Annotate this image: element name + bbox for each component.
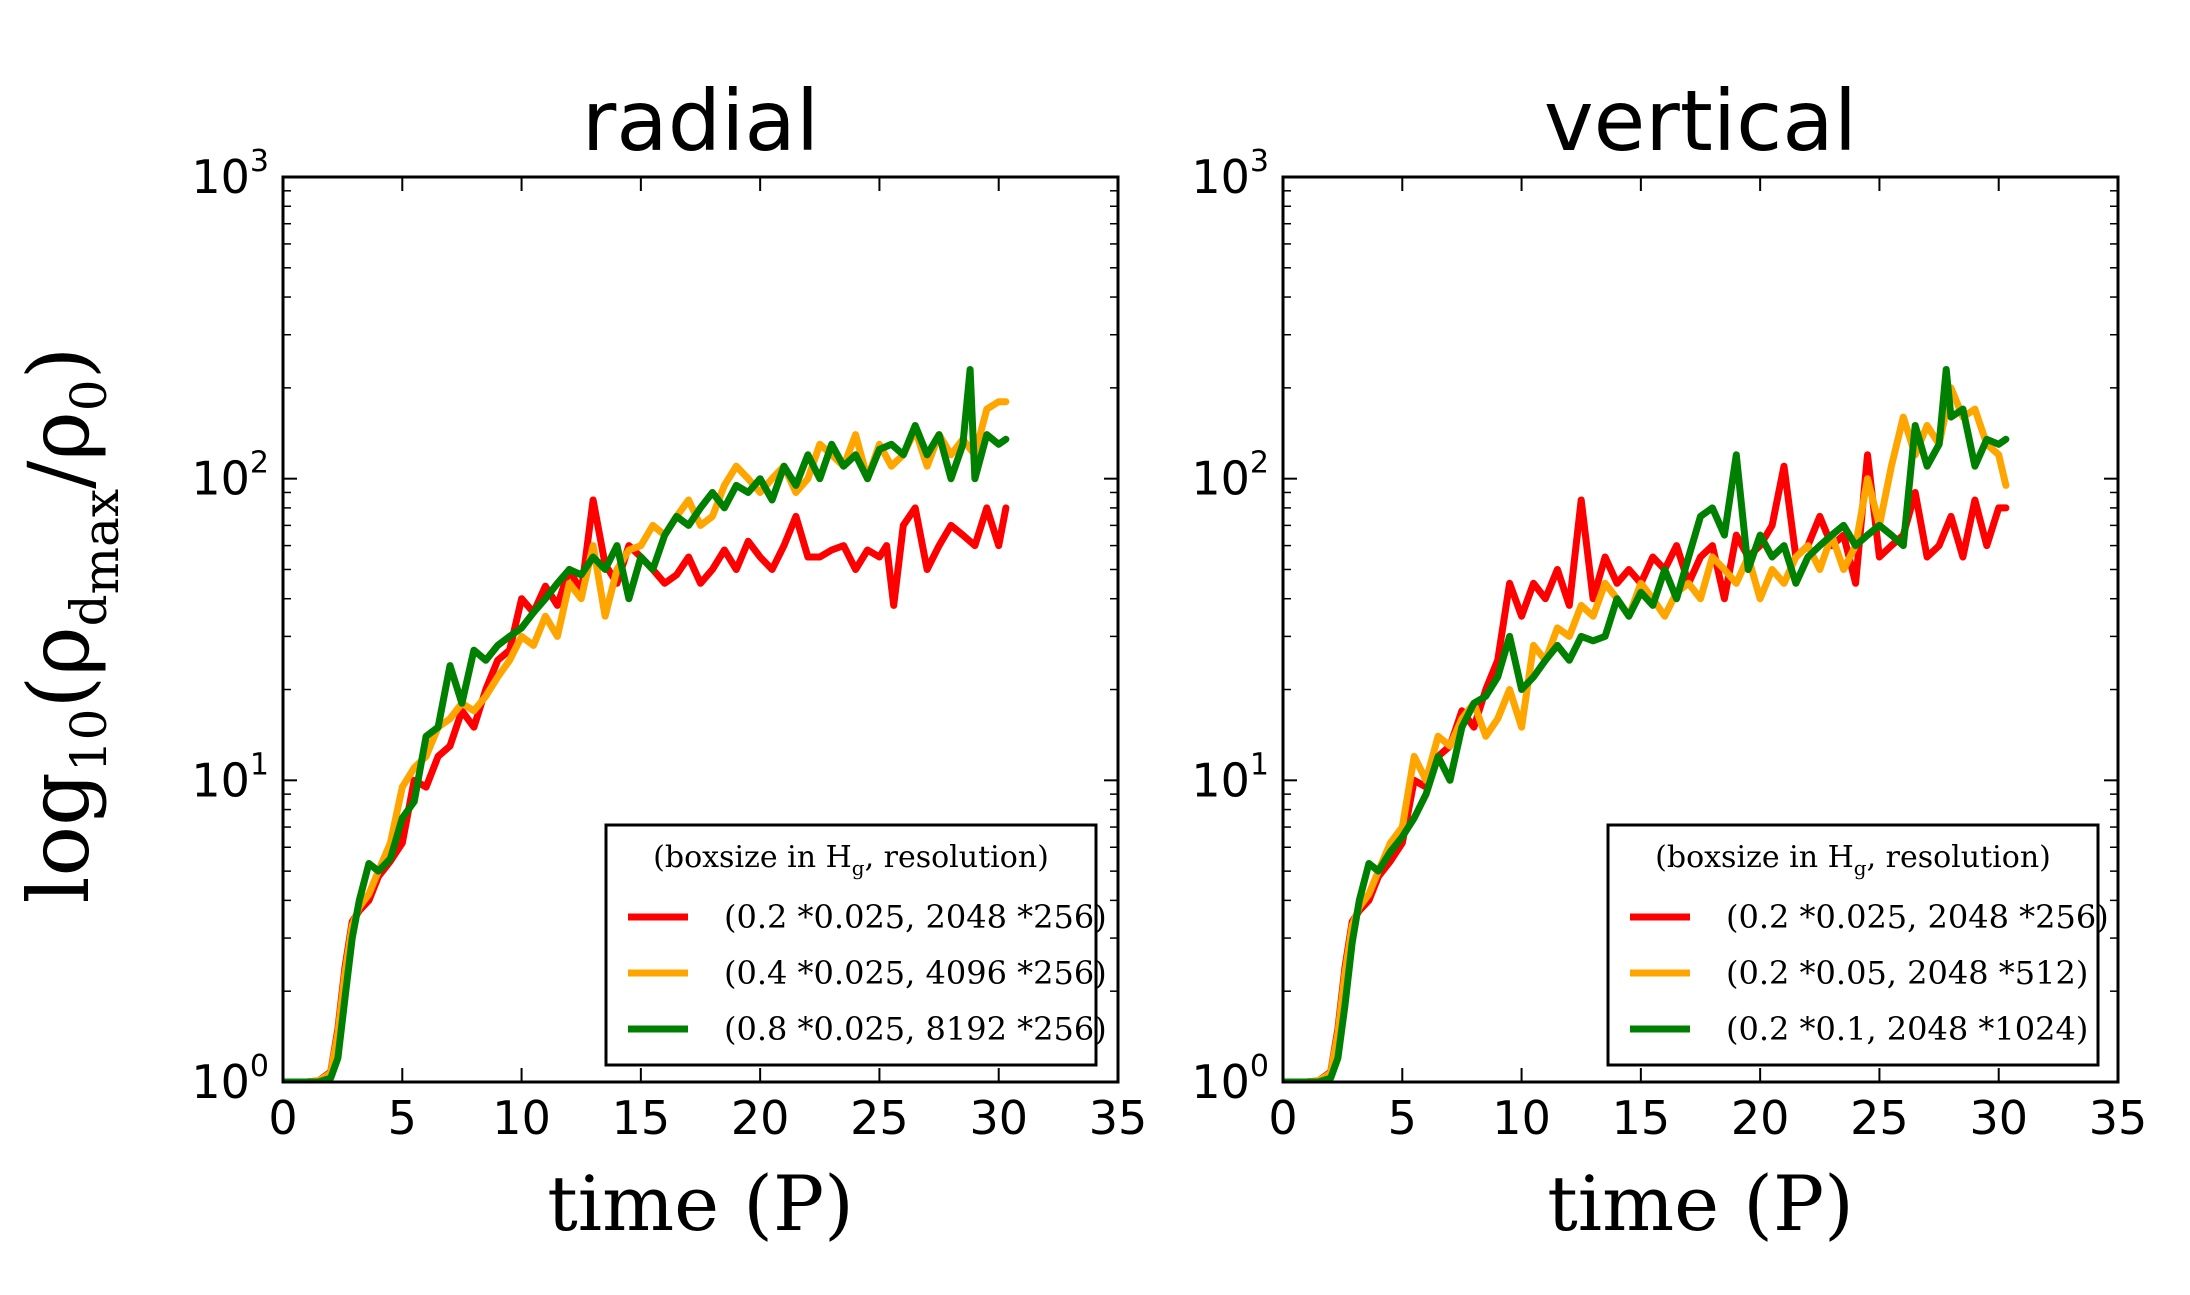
y-tick-label: 101	[1191, 747, 1269, 807]
x-tick-label: 10	[492, 1091, 551, 1145]
x-tick-label: 30	[969, 1091, 1028, 1145]
x-axis-label: time (P)	[1547, 1159, 1854, 1248]
legend-label-2: (0.2 *0.05, 2048 *512)	[1726, 954, 2088, 992]
plot-frame	[281, 175, 1120, 1084]
series-line-2	[283, 398, 1010, 1082]
x-tick-label: 20	[731, 1091, 790, 1145]
chart-title: radial	[582, 72, 819, 170]
x-tick-label: 15	[612, 1091, 671, 1145]
legend-label-1: (0.2 *0.025, 2048 *256)	[1726, 898, 2109, 936]
legend-box	[604, 823, 1098, 1067]
series-line-3	[283, 366, 1010, 1082]
legend-label-2: (0.4 *0.025, 4096 *256)	[724, 954, 1107, 992]
x-tick-label: 35	[1089, 1091, 1148, 1145]
x-tick-label: 20	[1731, 1091, 1790, 1145]
legend-label-3: (0.8 *0.025, 8192 *256)	[724, 1010, 1107, 1048]
x-tick-label: 5	[1388, 1091, 1417, 1145]
y-tick-label: 102	[1191, 446, 1269, 506]
panel-radial: radial 0 5 10 15 20 25 30 35 100 101 102 103 time (P)…	[191, 72, 1147, 1248]
series-group	[1283, 366, 2010, 1082]
x-tick-label: 10	[1492, 1091, 1551, 1145]
panel-vertical: vertical 0 5 10 15 20 25 30 35 100 101 102 103 time (…	[1191, 72, 2147, 1248]
x-tick-label: 25	[850, 1091, 909, 1145]
legend-title: (boxsize in Hg, resolution)	[1655, 840, 2051, 880]
y-axis-label: log10(ρdmax/ρ0)	[10, 347, 130, 904]
legend: (boxsize in Hg, resolution) (0.2 *0.025, …	[604, 823, 1107, 1067]
x-tick-label: 35	[2089, 1091, 2148, 1145]
y-tick-label: 100	[1191, 1049, 1269, 1109]
chart-title: vertical	[1544, 72, 1857, 170]
x-tick-label: 25	[1850, 1091, 1909, 1145]
x-axis-label: time (P)	[547, 1159, 854, 1248]
x-tick-label: 30	[1969, 1091, 2028, 1145]
x-tick-label: 0	[268, 1091, 297, 1145]
x-tick-label: 15	[1612, 1091, 1671, 1145]
x-tick-label: 0	[1268, 1091, 1297, 1145]
series-line-3	[1283, 366, 2010, 1082]
y-tick-label: 101	[191, 747, 269, 807]
y-tick-label: 100	[191, 1049, 269, 1109]
y-tick-label: 103	[191, 144, 269, 204]
series-line-2	[1283, 384, 2010, 1082]
y-tick-label: 103	[1191, 144, 1269, 204]
legend: (boxsize in Hg, resolution) (0.2 *0.025, …	[1606, 823, 2109, 1067]
legend-label-1: (0.2 *0.025, 2048 *256)	[724, 898, 1107, 936]
plot-frame	[1281, 175, 2120, 1084]
legend-box	[1606, 823, 2100, 1067]
x-tick-label: 5	[388, 1091, 417, 1145]
y-tick-label: 102	[191, 446, 269, 506]
legend-label-3: (0.2 *0.1, 2048 *1024)	[1726, 1010, 2088, 1048]
legend-title: (boxsize in Hg, resolution)	[653, 840, 1049, 880]
series-group	[283, 366, 1010, 1082]
